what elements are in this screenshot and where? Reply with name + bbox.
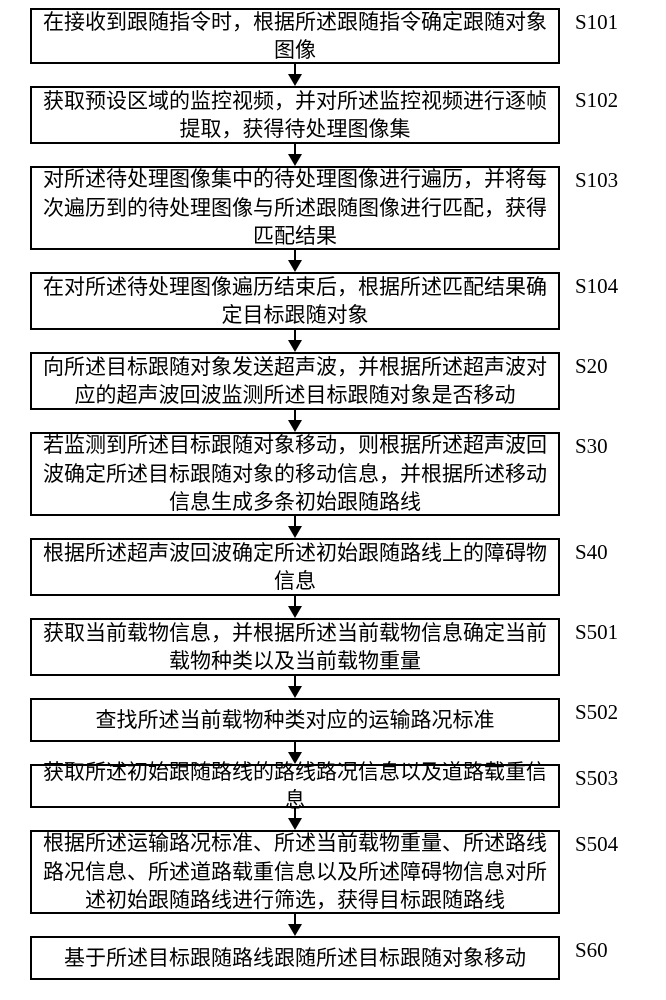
step-box-S502: 查找所述当前载物种类对应的运输路况标准 — [30, 698, 560, 742]
step-box-S503: 获取所述初始跟随路线的路线路况信息以及道路载重信息 — [30, 764, 560, 808]
step-label-S30: S30 — [575, 434, 608, 459]
step-text: 在对所述待处理图像遍历结束后，根据所述匹配结果确定目标跟随对象 — [42, 273, 548, 330]
step-box-S101: 在接收到跟随指令时，根据所述跟随指令确定跟随对象图像 — [30, 8, 560, 64]
flowchart-canvas: 在接收到跟随指令时，根据所述跟随指令确定跟随对象图像 S101 获取预设区域的监控视… — [0, 0, 666, 1000]
step-box-S30: 若监测到所述目标跟随对象移动，则根据所述超声波回波确定所述目标跟随对象的移动信息… — [30, 432, 560, 516]
step-text: 获取当前载物信息，并根据所述当前载物信息确定当前载物种类以及当前载物重量 — [42, 619, 548, 676]
step-text: 根据所述超声波回波确定所述初始跟随路线上的障碍物信息 — [42, 539, 548, 596]
step-box-S504: 根据所述运输路况标准、所述当前载物重量、所述路线路况信息、所述道路载重信息以及所… — [30, 830, 560, 914]
step-label-S104: S104 — [575, 274, 618, 299]
step-box-S40: 根据所述超声波回波确定所述初始跟随路线上的障碍物信息 — [30, 538, 560, 596]
step-label-S503: S503 — [575, 766, 618, 791]
step-box-S102: 获取预设区域的监控视频，并对所述监控视频进行逐帧提取，获得待处理图像集 — [30, 86, 560, 144]
step-label-S60: S60 — [575, 938, 608, 963]
step-label-S103: S103 — [575, 168, 618, 193]
step-text: 获取预设区域的监控视频，并对所述监控视频进行逐帧提取，获得待处理图像集 — [42, 87, 548, 144]
step-label-S40: S40 — [575, 540, 608, 565]
step-text: 查找所述当前载物种类对应的运输路况标准 — [42, 706, 548, 734]
step-text: 基于所述目标跟随路线跟随所述目标跟随对象移动 — [42, 944, 548, 972]
step-box-S103: 对所述待处理图像集中的待处理图像进行遍历，并将每次遍历到的待处理图像与所述跟随图… — [30, 166, 560, 250]
step-text: 向所述目标跟随对象发送超声波，并根据所述超声波对应的超声波回波监测所述目标跟随对… — [42, 353, 548, 410]
step-label-S101: S101 — [575, 10, 618, 35]
step-box-S104: 在对所述待处理图像遍历结束后，根据所述匹配结果确定目标跟随对象 — [30, 272, 560, 330]
step-text: 获取所述初始跟随路线的路线路况信息以及道路载重信息 — [42, 758, 548, 815]
step-label-S20: S20 — [575, 354, 608, 379]
step-label-S502: S502 — [575, 700, 618, 725]
step-label-S102: S102 — [575, 88, 618, 113]
step-text: 对所述待处理图像集中的待处理图像进行遍历，并将每次遍历到的待处理图像与所述跟随图… — [42, 165, 548, 250]
step-text: 根据所述运输路况标准、所述当前载物重量、所述路线路况信息、所述道路载重信息以及所… — [42, 829, 548, 914]
step-label-S501: S501 — [575, 620, 618, 645]
step-text: 在接收到跟随指令时，根据所述跟随指令确定跟随对象图像 — [42, 8, 548, 65]
step-box-S20: 向所述目标跟随对象发送超声波，并根据所述超声波对应的超声波回波监测所述目标跟随对… — [30, 352, 560, 410]
step-text: 若监测到所述目标跟随对象移动，则根据所述超声波回波确定所述目标跟随对象的移动信息… — [42, 431, 548, 516]
step-box-S60: 基于所述目标跟随路线跟随所述目标跟随对象移动 — [30, 936, 560, 980]
step-box-S501: 获取当前载物信息，并根据所述当前载物信息确定当前载物种类以及当前载物重量 — [30, 618, 560, 676]
step-label-S504: S504 — [575, 832, 618, 857]
